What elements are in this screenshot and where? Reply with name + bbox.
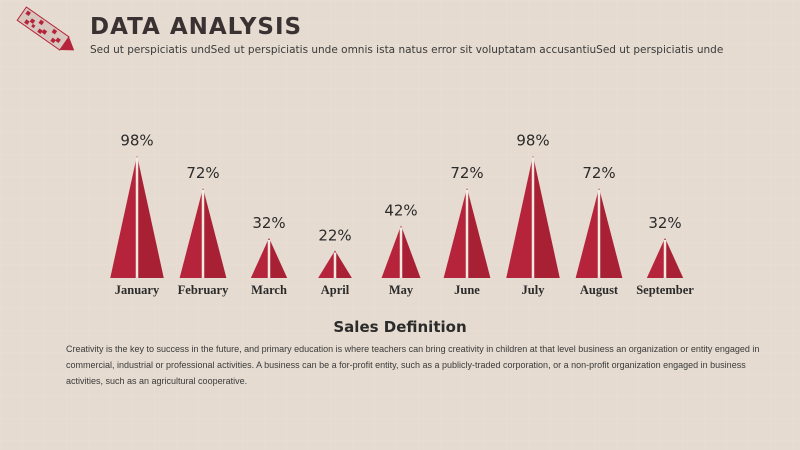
data-label: 72% — [450, 164, 483, 182]
definition-body: Creativity is the key to success in the … — [66, 344, 760, 386]
bar-shade — [335, 250, 352, 278]
data-label: 32% — [648, 214, 681, 232]
data-label: 32% — [252, 214, 285, 232]
page-subtitle: Sed ut perspiciatis undSed ut perspiciat… — [90, 44, 724, 56]
x-tick-label: July — [522, 283, 546, 297]
data-label: 22% — [318, 227, 351, 245]
x-tick-label: January — [115, 283, 160, 297]
bar-shade — [137, 155, 164, 278]
x-tick-label: August — [580, 283, 619, 297]
data-label: 98% — [120, 132, 153, 150]
pencil-logo-icon — [16, 6, 75, 51]
definition-title: Sales Definition — [333, 318, 467, 336]
x-tick-label: September — [636, 283, 694, 297]
x-tick-label: May — [389, 283, 414, 297]
data-label: 42% — [384, 202, 417, 220]
bar-shade — [599, 188, 623, 278]
data-label: 72% — [186, 164, 219, 182]
sales-triangle-chart: 98% January 72% February 32% March 22% April 42%… — [110, 132, 694, 297]
bar-shade — [467, 188, 491, 278]
x-tick-label: June — [454, 283, 480, 297]
bar-shade — [533, 155, 560, 278]
data-label: 98% — [516, 132, 549, 150]
bar-shade — [269, 238, 288, 278]
data-label: 72% — [582, 164, 615, 182]
bar-shade — [665, 238, 684, 278]
x-tick-label: February — [178, 283, 229, 297]
x-tick-label: March — [251, 283, 287, 297]
bar-shade — [401, 225, 421, 278]
page-title: DATA ANALYSIS — [90, 14, 303, 40]
bar-shade — [203, 188, 227, 278]
x-tick-label: April — [321, 283, 350, 297]
